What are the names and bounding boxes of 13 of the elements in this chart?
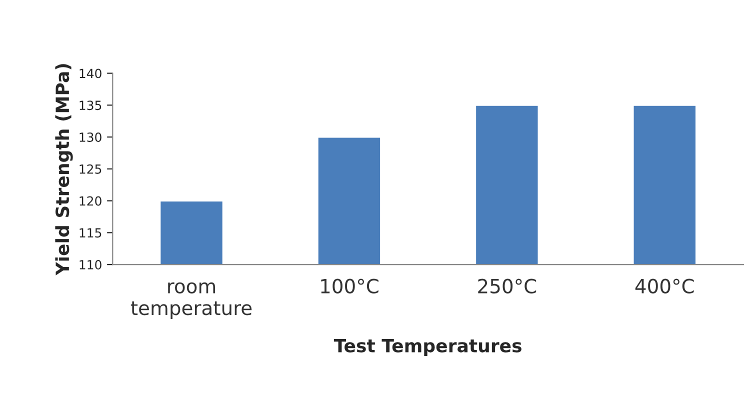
x-tick-label: 250°C [478, 278, 536, 294]
y-tick-label: 135 [80, 100, 102, 110]
x-tick-label: 400°C [635, 278, 694, 294]
x-tick-label: 100°C [321, 278, 378, 294]
y-tick-label: 130 [80, 132, 102, 142]
y-tick-label: 115 [80, 228, 102, 238]
x-tick-label: room temperature [130, 282, 252, 320]
x-axis-title: Test Temperatures [334, 339, 522, 356]
y-axis-title: Yield Strength (MPa) [55, 64, 73, 276]
y-tick-label: 110 [80, 260, 102, 270]
y-tick-label: 125 [80, 164, 102, 174]
y-tick-label: 140 [80, 68, 102, 78]
y-tick-label: 120 [80, 196, 102, 206]
